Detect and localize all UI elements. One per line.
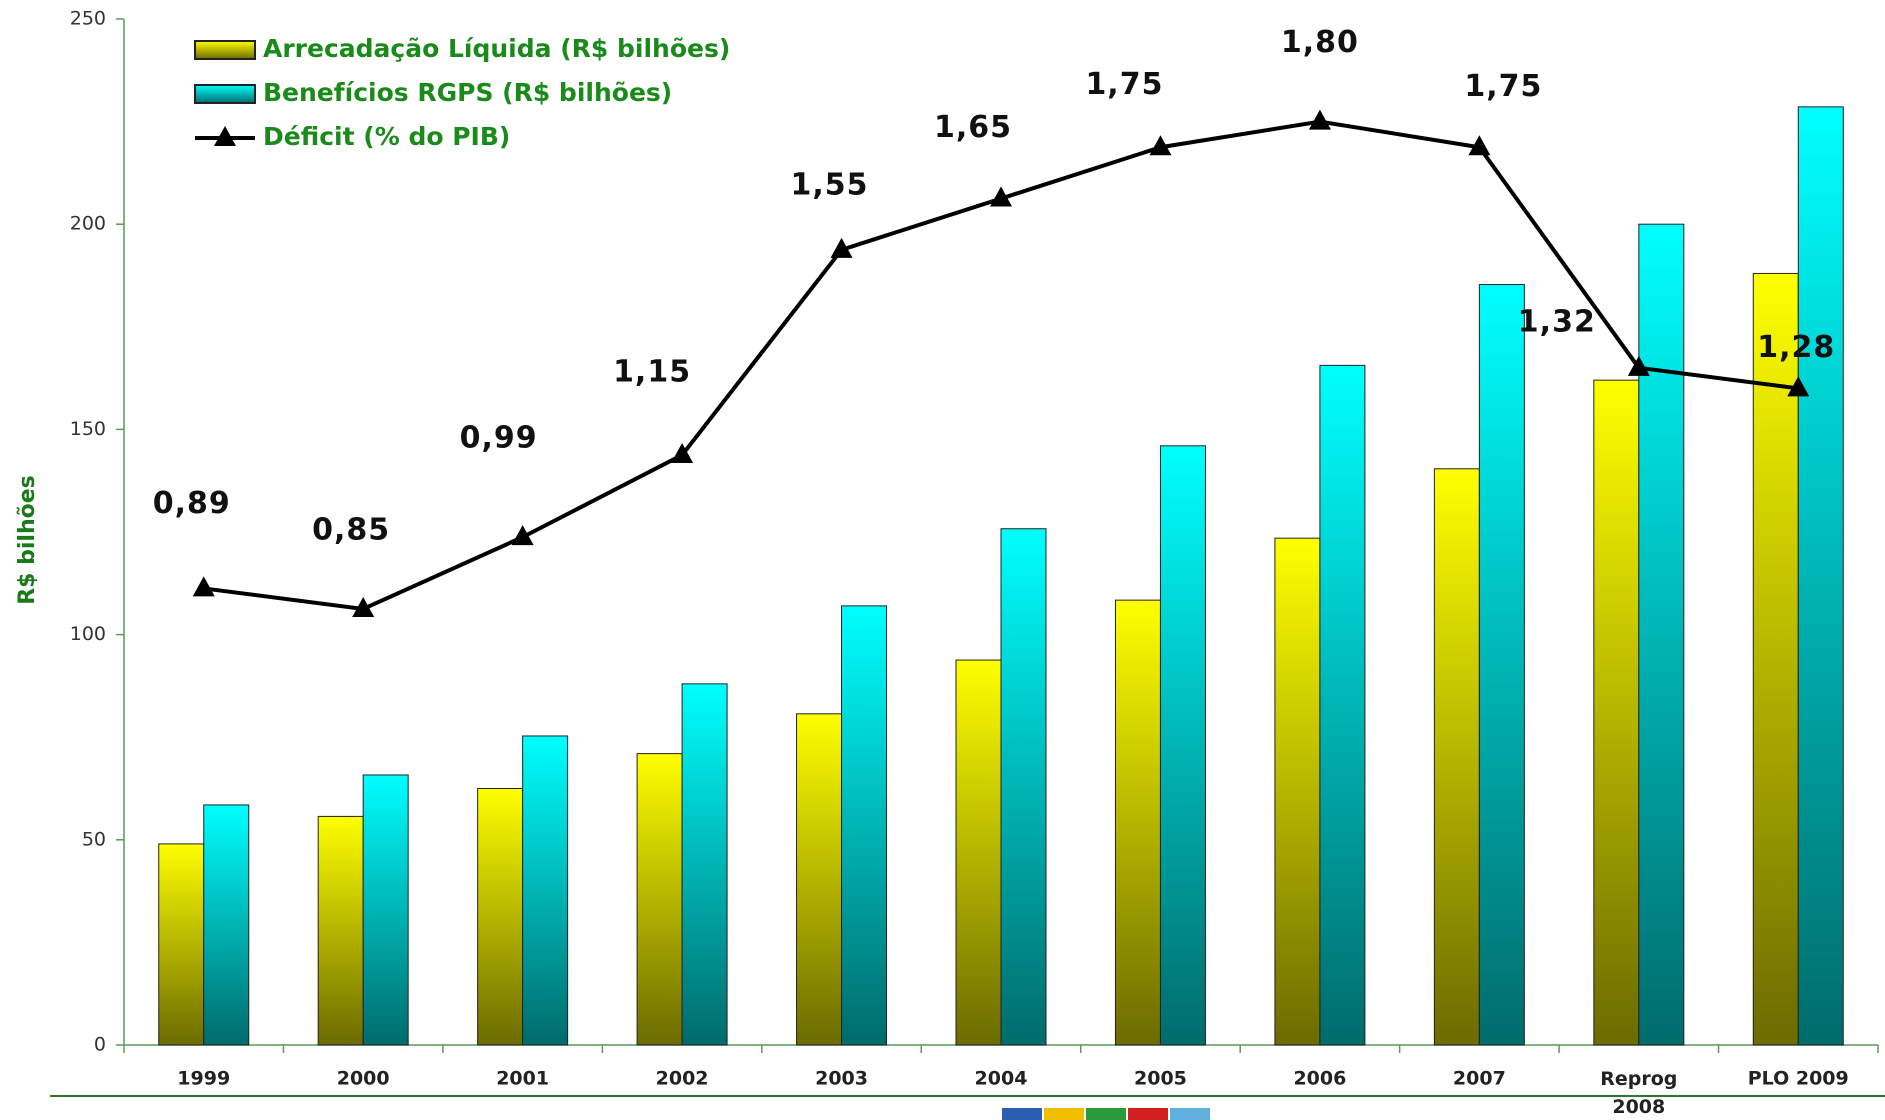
marker	[990, 186, 1012, 207]
bar	[158, 843, 205, 1046]
data-label: 0,85	[312, 512, 390, 547]
x-tick-label: 2006	[1293, 1068, 1346, 1090]
bar	[1274, 537, 1321, 1046]
bar	[317, 815, 364, 1046]
data-label: 1,55	[791, 167, 869, 202]
marker	[671, 443, 694, 464]
bar	[681, 683, 728, 1046]
data-label: 1,28	[1757, 330, 1835, 365]
bar	[955, 659, 1002, 1046]
legend-marker	[214, 126, 236, 146]
bar	[1000, 528, 1047, 1046]
bar	[1478, 284, 1525, 1046]
data-label: 1,80	[1281, 25, 1359, 60]
bar	[796, 713, 843, 1046]
marker	[1308, 109, 1331, 130]
bar	[1114, 599, 1161, 1046]
data-label: 1,32	[1518, 304, 1596, 339]
logo	[1002, 1108, 1210, 1120]
marker	[1627, 355, 1650, 376]
x-tick-label: 1999	[177, 1068, 230, 1090]
y-tick-label: 0	[94, 1034, 106, 1056]
bar	[362, 774, 409, 1046]
x-tick-label: PLO 2009	[1748, 1068, 1849, 1090]
bar	[1159, 445, 1206, 1046]
y-tick-label: 50	[82, 828, 106, 850]
y-tick-label: 250	[70, 8, 106, 30]
bar	[841, 605, 888, 1046]
bar	[522, 735, 569, 1046]
data-label: 1,65	[934, 110, 1012, 145]
marker	[1787, 376, 1810, 397]
marker	[192, 576, 215, 597]
bar	[1433, 468, 1480, 1046]
marker	[1149, 135, 1172, 156]
x-tick-label: 2005	[1134, 1068, 1187, 1090]
x-tick-label: Reprog 2008	[1600, 1068, 1677, 1118]
x-tick-label: 2007	[1453, 1068, 1506, 1090]
legend-label: Benefícios RGPS (R$ bilhões)	[263, 78, 672, 107]
x-tick-label: 2003	[815, 1068, 868, 1090]
bar	[1797, 106, 1844, 1046]
bar	[636, 753, 683, 1046]
legend-swatch	[194, 84, 256, 104]
y-axis-label: R$ bilhões	[15, 475, 40, 605]
marker	[1468, 135, 1491, 156]
marker	[830, 237, 853, 258]
x-tick-label: 2000	[337, 1068, 390, 1090]
x-tick-label: 2002	[656, 1068, 709, 1090]
bar	[203, 804, 250, 1046]
marker	[352, 596, 375, 617]
y-tick-label: 200	[70, 213, 106, 235]
marker	[511, 525, 534, 546]
data-label: 1,75	[1464, 69, 1542, 104]
bar	[477, 788, 524, 1046]
data-label: 0,89	[153, 486, 231, 521]
bar	[1638, 223, 1685, 1046]
bar	[1319, 364, 1366, 1046]
legend-swatch	[194, 40, 256, 60]
y-tick-label: 150	[70, 418, 106, 440]
x-tick-label: 2004	[975, 1068, 1028, 1090]
legend-label: Arrecadação Líquida (R$ bilhões)	[263, 34, 730, 63]
legend-label: Déficit (% do PIB)	[263, 122, 510, 151]
data-label: 0,99	[460, 421, 538, 456]
x-tick-label: 2001	[496, 1068, 549, 1090]
bar	[1593, 379, 1640, 1046]
data-label: 1,75	[1085, 67, 1163, 102]
y-tick-label: 100	[70, 623, 106, 645]
data-label: 1,15	[613, 355, 691, 390]
